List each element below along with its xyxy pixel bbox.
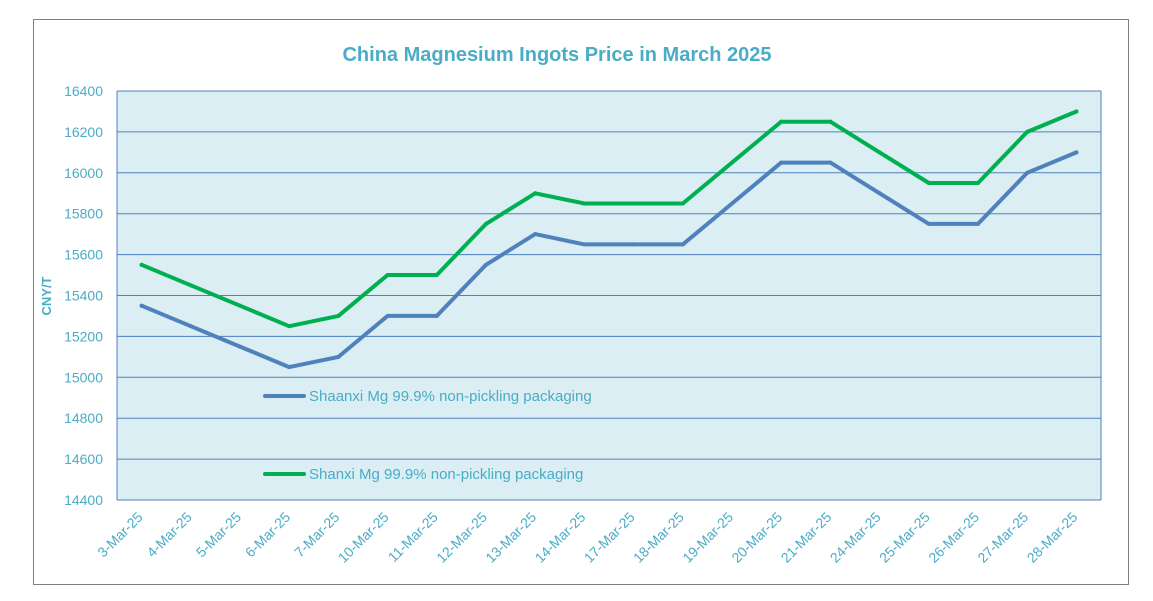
y-tick-label: 14400 — [64, 492, 103, 508]
data-point — [188, 324, 193, 329]
data-point — [1025, 129, 1030, 134]
y-tick-label: 16400 — [64, 83, 103, 99]
x-tick-label: 28-Mar-25 — [1024, 509, 1081, 566]
data-point — [631, 201, 636, 206]
data-point — [287, 365, 292, 370]
data-point — [1074, 150, 1079, 155]
data-point — [680, 242, 685, 247]
data-point — [385, 313, 390, 318]
x-tick-label: 7-Mar-25 — [291, 509, 343, 561]
data-point — [779, 119, 784, 124]
x-axis-ticks: 3-Mar-254-Mar-255-Mar-256-Mar-257-Mar-25… — [94, 509, 1080, 566]
y-tick-label: 14600 — [64, 451, 103, 467]
y-tick-label: 16200 — [64, 124, 103, 140]
series-line-1 — [139, 150, 1079, 370]
data-point — [188, 283, 193, 288]
data-point — [434, 313, 439, 318]
data-point — [877, 191, 882, 196]
legend-label: Shaanxi Mg 99.9% non-pickling packaging — [309, 388, 592, 405]
legend-label: Shanxi Mg 99.9% non-pickling packaging — [309, 466, 583, 483]
data-point — [533, 232, 538, 237]
data-point — [680, 201, 685, 206]
data-point — [976, 221, 980, 226]
x-tick-label: 27-Mar-25 — [974, 509, 1031, 566]
data-point — [582, 242, 587, 247]
x-tick-label: 5-Mar-25 — [193, 509, 245, 561]
y-tick-label: 16000 — [64, 165, 103, 181]
x-tick-label: 20-Mar-25 — [728, 509, 785, 566]
data-point — [877, 150, 882, 155]
x-tick-label: 17-Mar-25 — [581, 509, 638, 566]
x-tick-label: 25-Mar-25 — [876, 509, 933, 566]
data-point — [336, 313, 341, 318]
x-tick-label: 18-Mar-25 — [630, 509, 687, 566]
data-point — [730, 160, 734, 165]
data-point — [139, 303, 144, 308]
y-tick-label: 15400 — [64, 288, 103, 304]
data-point — [1074, 109, 1079, 114]
x-tick-label: 6-Mar-25 — [242, 509, 294, 561]
data-point — [484, 262, 488, 267]
y-tick-label: 15600 — [64, 247, 103, 263]
x-tick-label: 10-Mar-25 — [335, 509, 392, 566]
data-point — [730, 201, 734, 206]
data-point — [779, 160, 784, 165]
data-point — [434, 273, 439, 278]
data-point — [582, 201, 587, 206]
data-point — [926, 221, 931, 226]
x-tick-label: 12-Mar-25 — [433, 509, 490, 566]
data-point — [385, 273, 390, 278]
x-tick-label: 13-Mar-25 — [482, 509, 539, 566]
data-point — [287, 324, 292, 329]
x-tick-label: 24-Mar-25 — [827, 509, 884, 566]
x-tick-label: 3-Mar-25 — [94, 509, 146, 561]
data-point — [828, 160, 833, 165]
data-point — [1025, 170, 1030, 175]
data-point — [926, 181, 931, 186]
series-line-2 — [139, 109, 1079, 329]
x-tick-label: 21-Mar-25 — [778, 509, 835, 566]
x-tick-label: 4-Mar-25 — [143, 509, 195, 561]
data-point — [631, 242, 636, 247]
x-tick-label: 11-Mar-25 — [385, 509, 441, 565]
gridlines — [116, 90, 1102, 501]
series-lines — [139, 109, 1079, 370]
y-tick-label: 15000 — [64, 369, 103, 385]
data-point — [336, 354, 341, 359]
data-point — [139, 262, 144, 267]
y-axis-ticks: 14400 14600 14800 15000 15200 15400 15600 15800… — [64, 83, 103, 508]
data-point — [976, 181, 980, 186]
y-tick-label: 14800 — [64, 410, 103, 426]
data-point — [484, 221, 488, 226]
data-point — [238, 344, 242, 349]
data-point — [238, 303, 242, 308]
y-axis-title: CNY/T — [39, 276, 54, 315]
y-tick-label: 15200 — [64, 328, 103, 344]
chart-title: China Magnesium Ingots Price in March 20… — [342, 44, 771, 66]
x-tick-label: 19-Mar-25 — [679, 509, 736, 566]
data-point — [533, 191, 538, 196]
legend: Shaanxi Mg 99.9% non-pickling packaging S… — [263, 388, 592, 483]
y-tick-label: 15800 — [64, 206, 103, 222]
x-tick-label: 26-Mar-25 — [925, 509, 982, 566]
data-point — [828, 119, 833, 124]
x-tick-label: 14-Mar-25 — [532, 509, 589, 566]
